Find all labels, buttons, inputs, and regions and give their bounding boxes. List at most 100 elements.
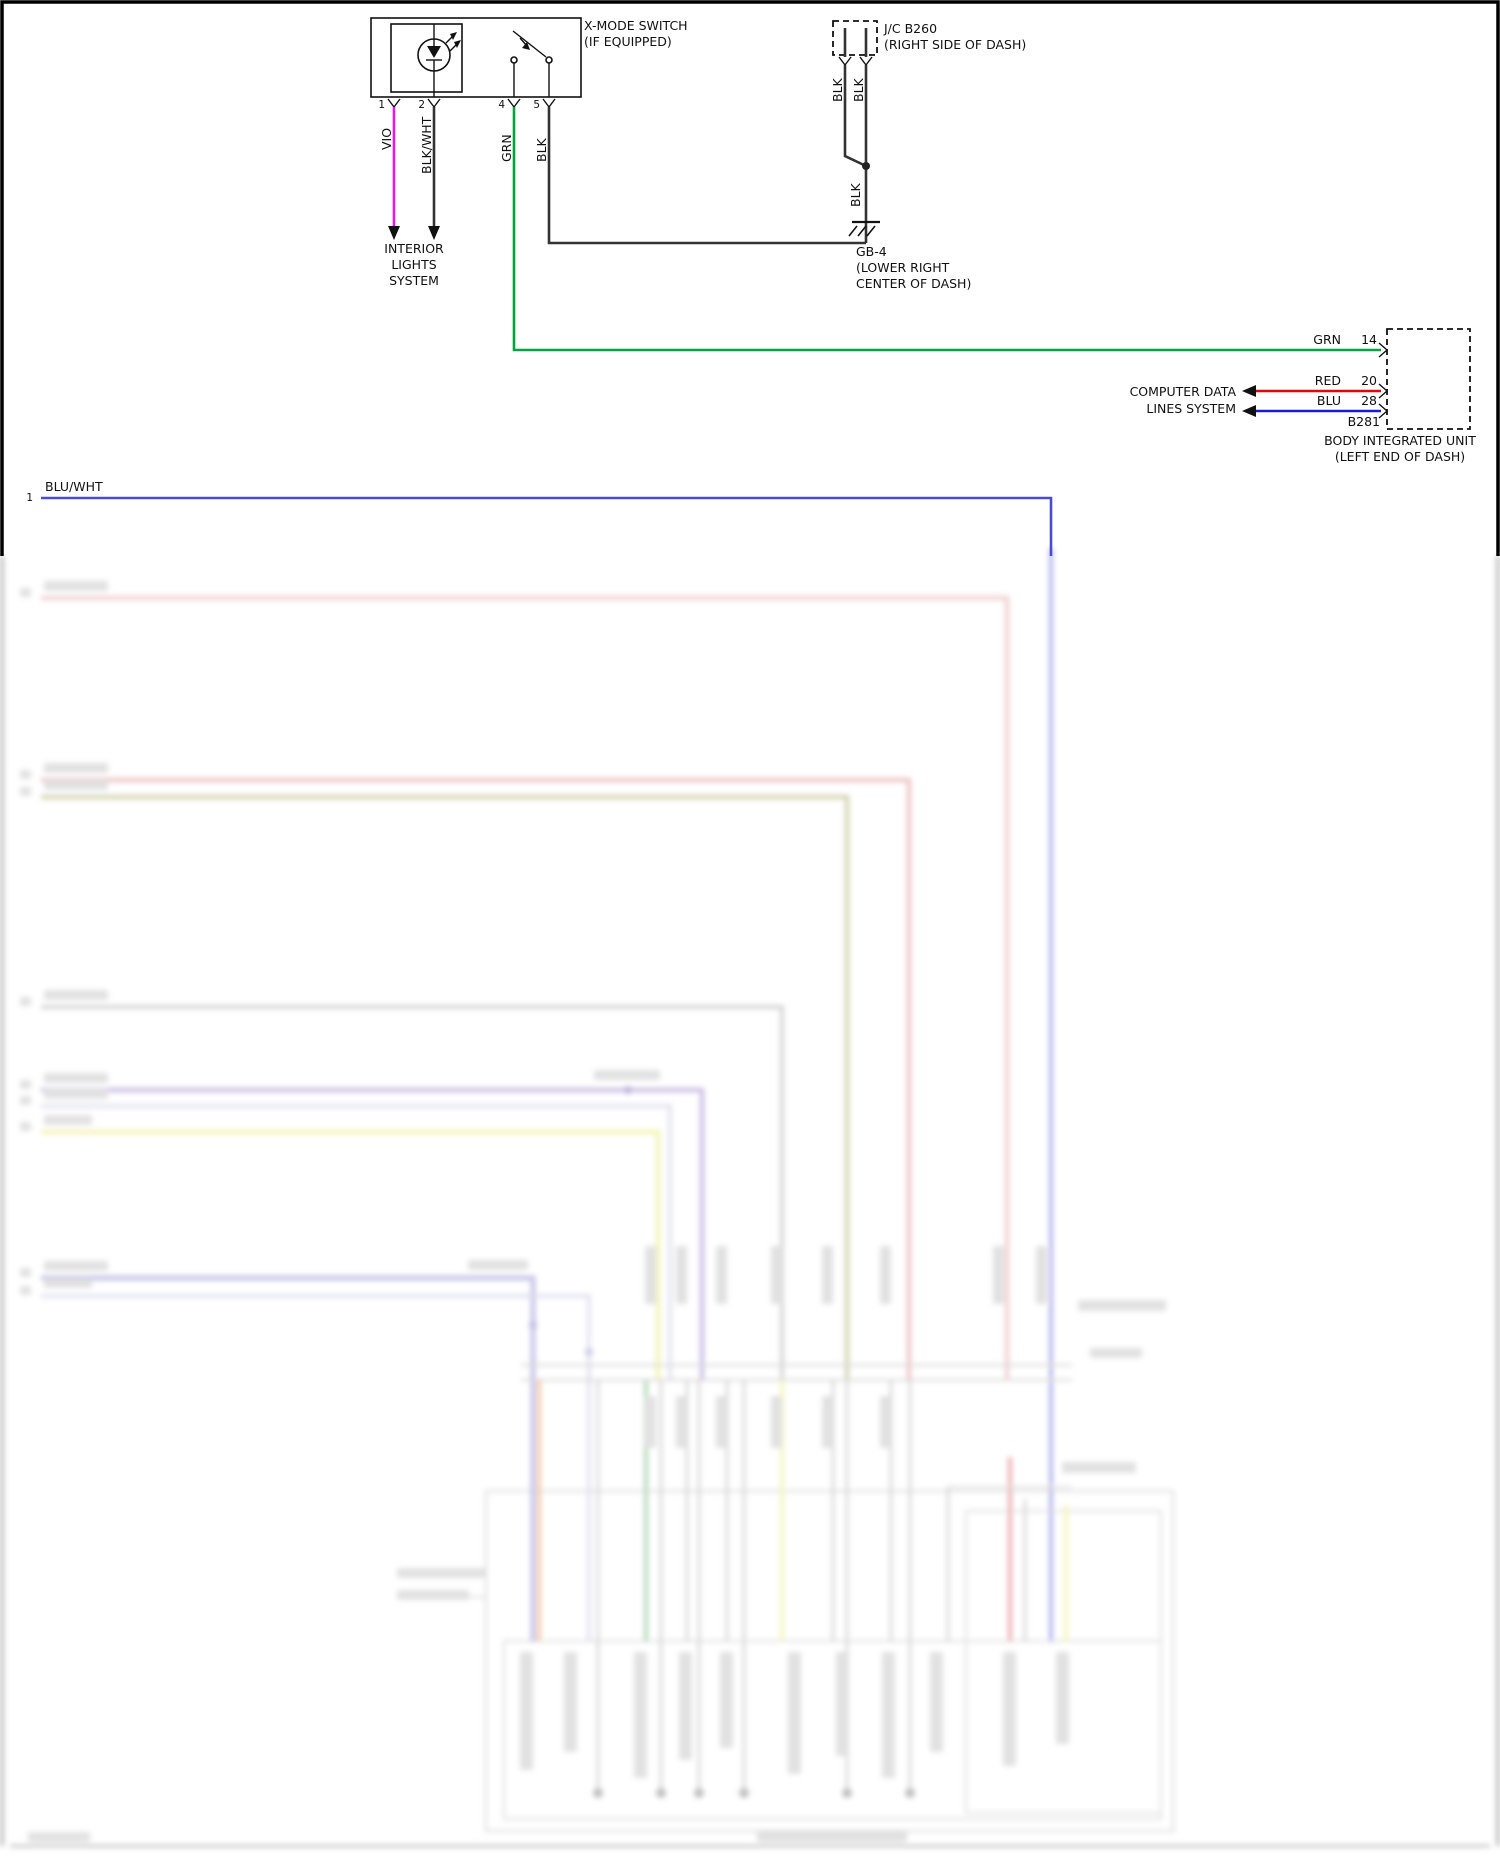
computer-data-lines-label1: COMPUTER DATA — [1130, 384, 1237, 399]
switch-title: X-MODE SWITCH — [584, 18, 688, 33]
blurred-text-blob — [44, 1089, 108, 1099]
bluwht-pin-number: 1 — [26, 492, 33, 504]
blurred-text-blob — [520, 1652, 533, 1770]
blurred-text-blob — [676, 1246, 687, 1304]
blurred-text-blob — [44, 1073, 108, 1083]
blurred-text-blob — [397, 1568, 485, 1578]
pin-number: 1 — [378, 99, 385, 111]
blurred-dot — [593, 1788, 603, 1798]
blurred-dot — [529, 1321, 537, 1329]
ground-location-line2: CENTER OF DASH) — [856, 276, 971, 291]
blurred-text-blob — [1078, 1300, 1166, 1311]
ground-name: GB-4 — [856, 244, 887, 259]
bluwht-wire-label: BLU/WHT — [45, 479, 103, 494]
switch-subtitle: (IF EQUIPPED) — [584, 34, 672, 49]
grn-wire — [512, 107, 1381, 352]
blurred-dot — [739, 1788, 749, 1798]
pin-number: 2 — [418, 99, 425, 111]
arrow-down-icon — [428, 226, 440, 240]
blurred-text-blob — [594, 1070, 660, 1080]
blurred-lower-section — [0, 548, 1500, 1848]
blurred-dot — [585, 1348, 593, 1356]
pin-number: 5 — [533, 99, 540, 111]
grn-wire-label: GRN — [499, 134, 514, 162]
blurred-text-blob — [44, 780, 108, 790]
junction-b260-location: (RIGHT SIDE OF DASH) — [884, 37, 1026, 52]
blurred-text-blob — [645, 1246, 656, 1304]
blurred-text-blob — [822, 1246, 833, 1304]
sharp-section: X-MODE SWITCH (IF EQUIPPED) 1 2 4 5 VIO … — [0, 0, 1500, 556]
blurred-text-blob — [645, 1396, 656, 1448]
blurred-text-blob — [1036, 1246, 1047, 1304]
vio-wire-label: VIO — [379, 128, 394, 150]
blurred-text-blob — [716, 1246, 727, 1304]
blurred-text-blob — [880, 1396, 891, 1448]
blurred-text-blob — [757, 1832, 907, 1842]
connector-pin-mark — [542, 98, 556, 109]
connector-pin-mark — [859, 56, 873, 67]
connector-pin-mark — [387, 98, 401, 109]
led-indicator-icon — [417, 24, 461, 97]
blurred-text-blob — [20, 770, 31, 779]
blurred-text-blob — [44, 1279, 92, 1288]
blurred-dot — [656, 1788, 666, 1798]
blurred-wire — [41, 795, 849, 1380]
blurred-text-blob — [20, 1096, 31, 1105]
junction-b260-title: J/C B260 — [883, 21, 937, 36]
blurred-text-blob — [20, 1286, 31, 1295]
blurred-text-blob — [44, 1115, 92, 1125]
blurred-text-blob — [44, 763, 108, 773]
blurred-wire — [41, 596, 1009, 1380]
blurred-text-blob — [468, 1260, 528, 1270]
connector-pin-mark — [427, 98, 441, 109]
blurred-text-blob — [676, 1396, 687, 1448]
connector-pin-mark — [507, 98, 521, 109]
page-border — [0, 0, 1500, 556]
blk-wire-left — [843, 65, 867, 168]
blk-label: BLK — [830, 77, 845, 102]
connector-pin-mark — [1378, 383, 1389, 399]
blurred-text-blob — [1003, 1652, 1016, 1766]
interior-lights-line1: INTERIOR — [384, 241, 444, 256]
blk-wire-label: BLK — [534, 137, 549, 162]
blurred-wire — [41, 1088, 704, 1380]
blurred-wire — [41, 1104, 672, 1380]
junction-dot — [862, 162, 870, 170]
arrow-down-icon — [388, 226, 400, 240]
blk-label: BLK — [851, 77, 866, 102]
blurred-text-blob — [882, 1652, 895, 1778]
blurred-text-blob — [20, 1080, 31, 1089]
blurred-text-blob — [822, 1396, 833, 1448]
ground-symbol-icon — [848, 220, 880, 237]
blurred-text-blob — [1062, 1462, 1136, 1473]
blurred-text-blob — [28, 1832, 90, 1842]
blurred-text-blob — [720, 1652, 733, 1748]
interior-lights-line3: SYSTEM — [389, 273, 439, 288]
arrow-left-icon — [1242, 385, 1256, 397]
pin20-number: 20 — [1361, 373, 1377, 388]
blurred-box — [965, 1510, 1162, 1814]
blurred-text-blob — [1056, 1652, 1069, 1744]
blurred-text-blob — [836, 1652, 849, 1756]
blu-wht-wire — [41, 496, 1053, 556]
blurred-text-blob — [930, 1652, 943, 1752]
pin28-number: 28 — [1361, 393, 1377, 408]
blurred-text-blob — [788, 1652, 801, 1774]
blurred-wire — [41, 1275, 536, 1642]
blurred-text-blob — [20, 1122, 31, 1131]
blurred-text-blob — [20, 997, 31, 1006]
blk-wht-wire-label: BLK/WHT — [419, 116, 434, 174]
blk-label: BLK — [848, 182, 863, 207]
blurred-text-blob — [44, 990, 108, 1000]
switch-box — [370, 17, 582, 98]
blurred-text-blob — [20, 1268, 31, 1277]
blurred-text-blob — [771, 1246, 782, 1304]
ground-location-line1: (LOWER RIGHT — [856, 260, 950, 275]
blurred-wire — [41, 1129, 661, 1380]
pin-number: 4 — [498, 99, 505, 111]
blurred-text-blob — [1090, 1348, 1142, 1358]
pin20-wire-label: RED — [1315, 373, 1341, 388]
junction-b260-box — [832, 20, 878, 56]
blurred-dot — [624, 1086, 632, 1094]
